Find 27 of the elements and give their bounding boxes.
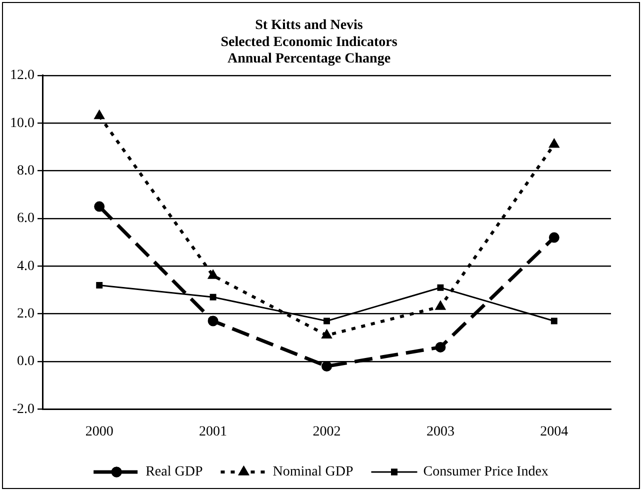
point [435,342,446,352]
y-tick-label: -2.0 [12,402,34,417]
y-tick-label: 10.0 [10,116,34,131]
point [208,316,218,326]
point [437,284,444,291]
point [322,361,332,372]
y-tick-label: 0.0 [17,354,34,370]
legend-label: Consumer Price Index [423,464,548,480]
x-tick-label: 2001 [199,424,228,440]
x-tick-label: 2002 [312,424,341,440]
x-tick-label: 2000 [85,424,114,440]
y-tick-label: 6.0 [17,211,34,226]
point [210,294,216,300]
y-tick-label: 8.0 [17,163,34,178]
point [548,232,560,243]
point [94,201,105,212]
y-tick-label: 2.0 [17,306,34,322]
y-tick-label: 12.0 [10,68,34,84]
x-tick-label: 2003 [426,424,454,440]
legend-label: Nominal GDP [272,464,354,480]
y-tick-label: 4.0 [17,258,34,274]
point [550,318,558,324]
point [324,318,330,324]
legend-label: Real GDP [146,464,203,480]
point [96,282,103,288]
x-tick-label: 2004 [540,424,568,440]
chart-title: St Kitts and Nevis Selected Economic Indicators Annual Percentage Change [220,18,398,67]
